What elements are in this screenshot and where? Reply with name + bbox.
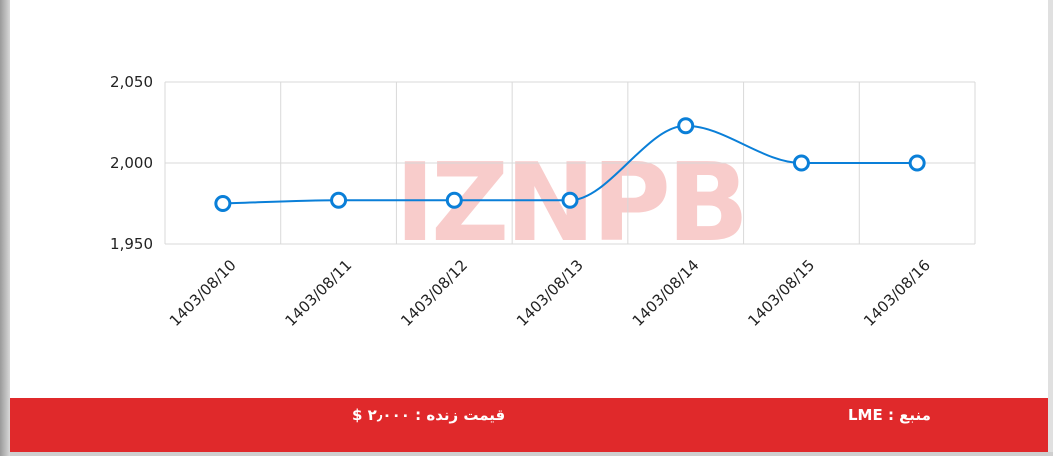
x-tick-label: 1403/08/10 (166, 256, 240, 330)
footer-bar (10, 398, 1048, 452)
point (561, 191, 579, 209)
source-text: منبع : LME (848, 406, 931, 424)
point (445, 191, 463, 209)
x-tick-label: 1403/08/15 (744, 256, 818, 330)
side-strip (1048, 0, 1053, 456)
live-price-text: قیمت زنده : ۲٫۰۰۰ $ (352, 406, 505, 424)
x-tick-label: 1403/08/13 (513, 256, 587, 330)
x-tick-label: 1403/08/12 (397, 256, 471, 330)
point (908, 154, 926, 172)
x-tick-label: 1403/08/16 (860, 256, 934, 330)
y-tick-label: 1,950 (110, 235, 153, 253)
y-tick-label: 2,050 (110, 73, 153, 91)
point (330, 191, 348, 209)
bottom-strip (10, 452, 1053, 456)
x-tick-label: 1403/08/11 (282, 256, 356, 330)
point (792, 154, 810, 172)
side-strip (0, 0, 10, 456)
y-tick-label: 2,000 (110, 154, 153, 172)
x-tick-label: 1403/08/14 (629, 256, 703, 330)
point (214, 195, 232, 212)
point (677, 117, 695, 135)
